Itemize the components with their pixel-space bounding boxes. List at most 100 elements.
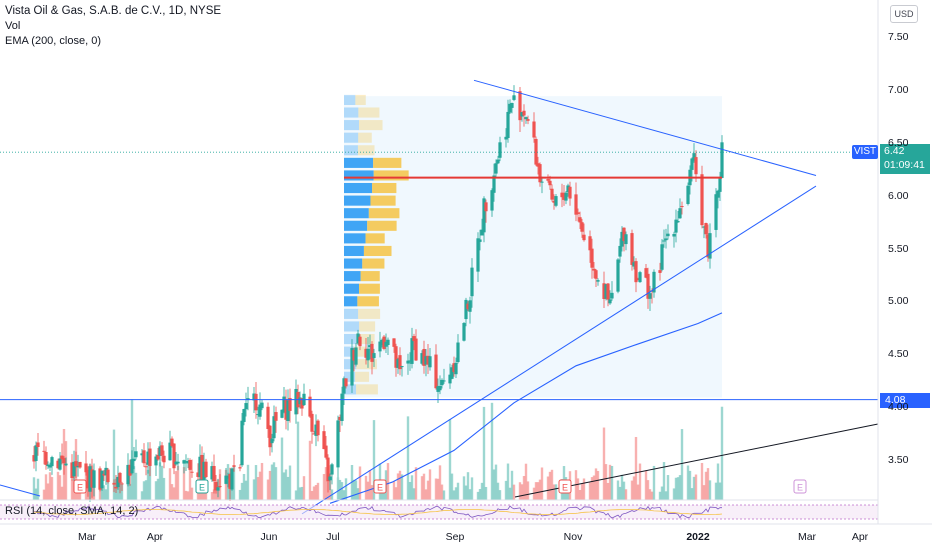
volume-bar bbox=[322, 474, 326, 500]
candle-body bbox=[634, 261, 638, 283]
trendline-ascending bbox=[301, 185, 817, 515]
candle-body bbox=[610, 292, 614, 299]
volume-bar bbox=[112, 429, 116, 500]
volume-bar bbox=[204, 487, 208, 500]
candle-body bbox=[84, 463, 88, 473]
volume-bar bbox=[644, 470, 648, 500]
volume-bar bbox=[60, 486, 64, 500]
earnings-marker-label: E bbox=[797, 483, 803, 493]
volume-bar bbox=[132, 466, 136, 500]
candle-body bbox=[456, 342, 460, 363]
volume-bar bbox=[476, 491, 480, 500]
volume-bar bbox=[314, 485, 318, 500]
earnings-marker: E bbox=[195, 479, 209, 494]
candle-body bbox=[312, 433, 316, 435]
vp-up-bar bbox=[344, 145, 358, 156]
volume-bar bbox=[210, 491, 214, 500]
vp-down-bar bbox=[362, 258, 385, 269]
volume-bar bbox=[604, 464, 608, 500]
y-tick-label: 3.50 bbox=[888, 454, 909, 466]
candle-body bbox=[412, 336, 416, 342]
candle-body bbox=[718, 178, 722, 192]
vp-up-bar bbox=[344, 245, 364, 257]
candle-body bbox=[382, 336, 386, 349]
y-tick-label: 5.00 bbox=[888, 295, 909, 308]
candle-body bbox=[142, 450, 146, 464]
vp-down-bar bbox=[355, 371, 370, 382]
volume-bar bbox=[496, 482, 500, 500]
candle-body bbox=[298, 397, 302, 405]
candle-body bbox=[440, 379, 444, 386]
candle-body bbox=[384, 341, 388, 347]
candle-body bbox=[690, 158, 694, 170]
candle-body bbox=[624, 234, 628, 245]
candle-body bbox=[562, 193, 566, 200]
candle-body bbox=[344, 378, 348, 387]
candle-body bbox=[202, 461, 206, 480]
candle-body bbox=[618, 245, 622, 257]
volume-bar bbox=[190, 487, 194, 500]
candle-body bbox=[702, 226, 706, 228]
candle-body bbox=[328, 476, 332, 481]
volume-bar bbox=[518, 482, 522, 500]
volume-bar bbox=[596, 470, 600, 500]
volume-bar bbox=[554, 484, 558, 500]
candle-body bbox=[172, 443, 176, 469]
candle-body bbox=[560, 192, 564, 198]
candle-body bbox=[280, 409, 284, 418]
volume-bar bbox=[140, 491, 144, 500]
volume-bar bbox=[438, 465, 442, 500]
candle-body bbox=[526, 119, 530, 121]
volume-bar bbox=[636, 484, 640, 500]
volume-bar bbox=[466, 472, 470, 500]
volume-bar bbox=[606, 482, 610, 500]
vp-down-bar bbox=[358, 308, 381, 319]
candle-body bbox=[170, 438, 174, 447]
candle-body bbox=[602, 283, 606, 299]
candle-body bbox=[90, 469, 94, 488]
candle-body bbox=[608, 299, 612, 304]
candle-body bbox=[330, 464, 334, 475]
earnings-marker-label: E bbox=[562, 483, 568, 493]
volume-bar bbox=[106, 479, 110, 500]
volume-bar bbox=[302, 476, 306, 500]
vp-up-bar bbox=[344, 132, 359, 143]
vp-down-bar bbox=[370, 195, 396, 206]
candle-body bbox=[408, 360, 412, 362]
currency-button[interactable]: USD bbox=[890, 5, 918, 23]
candle-body bbox=[160, 445, 164, 456]
x-tick-label: Jul bbox=[326, 531, 340, 543]
candle-body bbox=[300, 398, 304, 409]
volume-bar bbox=[510, 470, 514, 500]
candle-body bbox=[210, 466, 214, 480]
candle-body bbox=[378, 341, 382, 352]
volume-bar bbox=[552, 484, 556, 500]
candle-body bbox=[188, 460, 192, 470]
candle-body bbox=[238, 467, 242, 469]
volume-bar bbox=[532, 487, 536, 500]
volume-bar bbox=[718, 482, 722, 500]
earnings-marker-label: E bbox=[377, 483, 383, 493]
candle-body bbox=[424, 356, 428, 365]
vp-down-bar bbox=[372, 182, 397, 194]
candle-body bbox=[554, 196, 558, 206]
candle-body bbox=[566, 185, 570, 192]
candle-body bbox=[246, 398, 250, 401]
y-tick-label: 5.50 bbox=[888, 242, 909, 255]
volume-bar bbox=[58, 475, 62, 500]
axes bbox=[0, 0, 932, 525]
volume-bar bbox=[286, 476, 290, 500]
volume-bar bbox=[680, 429, 684, 500]
candle-body bbox=[478, 239, 482, 242]
volume-bar bbox=[294, 490, 298, 500]
candle-body bbox=[462, 323, 466, 341]
rsi-line bbox=[33, 505, 723, 519]
candle-body bbox=[268, 425, 272, 448]
volume-bar bbox=[678, 475, 682, 500]
candle-body bbox=[76, 465, 80, 468]
candle-body bbox=[658, 270, 662, 273]
volume-bar bbox=[144, 480, 148, 500]
volume-bar bbox=[582, 478, 586, 500]
candle-body bbox=[692, 153, 696, 161]
